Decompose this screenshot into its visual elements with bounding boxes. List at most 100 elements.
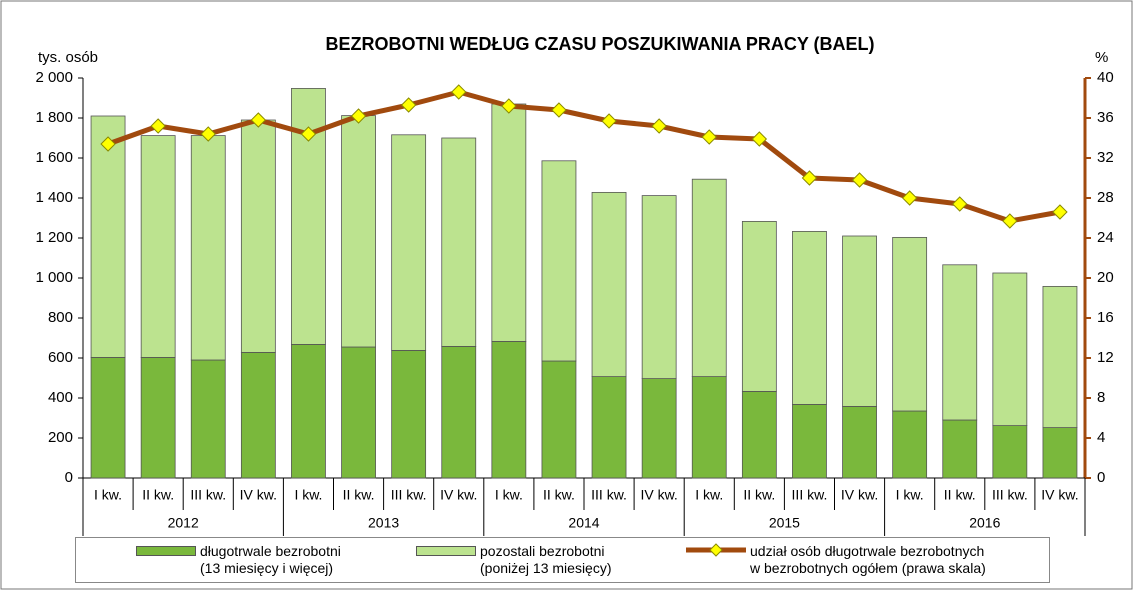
y2-tick-label: 28: [1097, 189, 1114, 206]
y-tick-label: 800: [48, 309, 73, 326]
bar-segment: [140, 356, 176, 479]
chart-title: BEZROBOTNI WEDŁUG CZASU POSZUKIWANIA PRA…: [326, 34, 875, 54]
bar-segment: [441, 137, 477, 347]
bar-segment: [741, 390, 777, 479]
y-tick-label: 1 800: [35, 109, 73, 126]
legend-line: [686, 543, 746, 557]
bar-segment: [591, 191, 627, 377]
marker: [400, 97, 417, 113]
marker: [1052, 204, 1068, 220]
bar-segment: [190, 135, 226, 361]
legend-item: długotrwale bezrobotni (13 miesięcy i wi…: [136, 543, 341, 577]
bar-segment: [892, 410, 928, 479]
bar-segment: [591, 376, 627, 479]
x-tick-label: IV kw.: [240, 487, 277, 503]
bar-segment: [291, 343, 326, 479]
bar-segment: [90, 115, 126, 358]
y2-tick-label: 40: [1097, 69, 1114, 86]
bar-segment: [240, 119, 276, 353]
legend-swatch: [416, 546, 476, 556]
y-tick-label: 1 400: [35, 189, 73, 206]
bar-segment: [341, 115, 376, 348]
bar-segment: [541, 160, 577, 362]
marker: [300, 126, 317, 142]
y2-tick-label: 8: [1097, 389, 1105, 406]
y-tick-label: 0: [65, 469, 73, 486]
marker: [551, 102, 567, 118]
x-tick-label: I kw.: [495, 487, 523, 503]
x-tick-label: IV kw.: [841, 487, 878, 503]
x-tick-label: IV kw.: [440, 487, 477, 503]
marker: [250, 112, 267, 128]
marker: [651, 118, 667, 134]
bar-segment: [792, 403, 827, 479]
y-tick-label: 600: [48, 349, 73, 366]
bar-segment: [140, 135, 176, 358]
bar-segment: [341, 346, 376, 479]
y2-tick-label: 20: [1097, 269, 1114, 286]
bar-segment: [541, 360, 577, 479]
y-axis-label: tys. osób: [38, 49, 98, 66]
bar-segment: [1042, 285, 1078, 428]
legend-label: długotrwale bezrobotni (13 miesięcy i wi…: [200, 543, 341, 576]
y2-tick-label: 16: [1097, 309, 1114, 326]
bar-segment: [942, 419, 978, 479]
y2-tick-label: 24: [1097, 229, 1114, 246]
marker: [100, 136, 116, 152]
group-label: 2012: [168, 515, 199, 531]
x-tick-label: I kw.: [896, 487, 924, 503]
bar-segment: [90, 356, 126, 479]
legend-item: udział osób długotrwale bezrobotnych w b…: [686, 543, 986, 577]
x-tick-label: II kw.: [343, 487, 375, 503]
y2-tick-label: 36: [1097, 109, 1114, 126]
y-tick-label: 400: [48, 389, 73, 406]
x-tick-label: II kw.: [142, 487, 174, 503]
marker: [801, 170, 818, 186]
bar-segment: [942, 264, 978, 421]
group-label: 2014: [568, 515, 599, 531]
x-tick-label: III kw.: [190, 487, 226, 503]
y-tick-label: 2 000: [35, 69, 73, 86]
x-tick-label: III kw.: [992, 487, 1028, 503]
legend-item: pozostali bezrobotni (poniżej 13 miesięc…: [416, 543, 612, 577]
bar-segment: [641, 378, 677, 479]
x-tick-label: III kw.: [391, 487, 427, 503]
bar-segment: [691, 376, 727, 479]
bar-segment: [240, 351, 276, 479]
marker: [501, 98, 517, 114]
legend-label: udział osób długotrwale bezrobotnych w b…: [750, 543, 986, 576]
x-tick-label: IV kw.: [640, 487, 677, 503]
x-tick-label: IV kw.: [1041, 487, 1078, 503]
marker: [1002, 213, 1018, 229]
y-tick-label: 200: [48, 429, 73, 446]
marker: [751, 131, 768, 147]
y2-tick-label: 32: [1097, 149, 1114, 166]
x-tick-label: II kw.: [944, 487, 976, 503]
bar-segment: [792, 230, 827, 405]
y2-tick-label: 4: [1097, 429, 1105, 446]
group-label: 2015: [769, 515, 800, 531]
bar-segment: [491, 103, 527, 342]
x-tick-label: I kw.: [695, 487, 723, 503]
y-tick-label: 1 600: [35, 149, 73, 166]
y2-tick-label: 0: [1097, 469, 1105, 486]
bar-segment: [441, 345, 477, 479]
bar-segment: [741, 220, 777, 392]
legend-label: pozostali bezrobotni (poniżej 13 miesięc…: [480, 543, 612, 576]
bar-segment: [391, 134, 427, 351]
bar-segment: [391, 349, 427, 479]
marker: [451, 84, 467, 100]
marker: [200, 126, 216, 142]
bar-segment: [892, 236, 928, 412]
marker: [350, 108, 367, 124]
x-tick-label: I kw.: [94, 487, 122, 503]
marker: [952, 196, 968, 212]
marker: [901, 190, 918, 206]
marker: [851, 172, 868, 188]
legend-swatch: [686, 543, 746, 557]
bar-segment: [691, 178, 727, 377]
marker: [701, 129, 717, 145]
x-tick-label: II kw.: [543, 487, 575, 503]
